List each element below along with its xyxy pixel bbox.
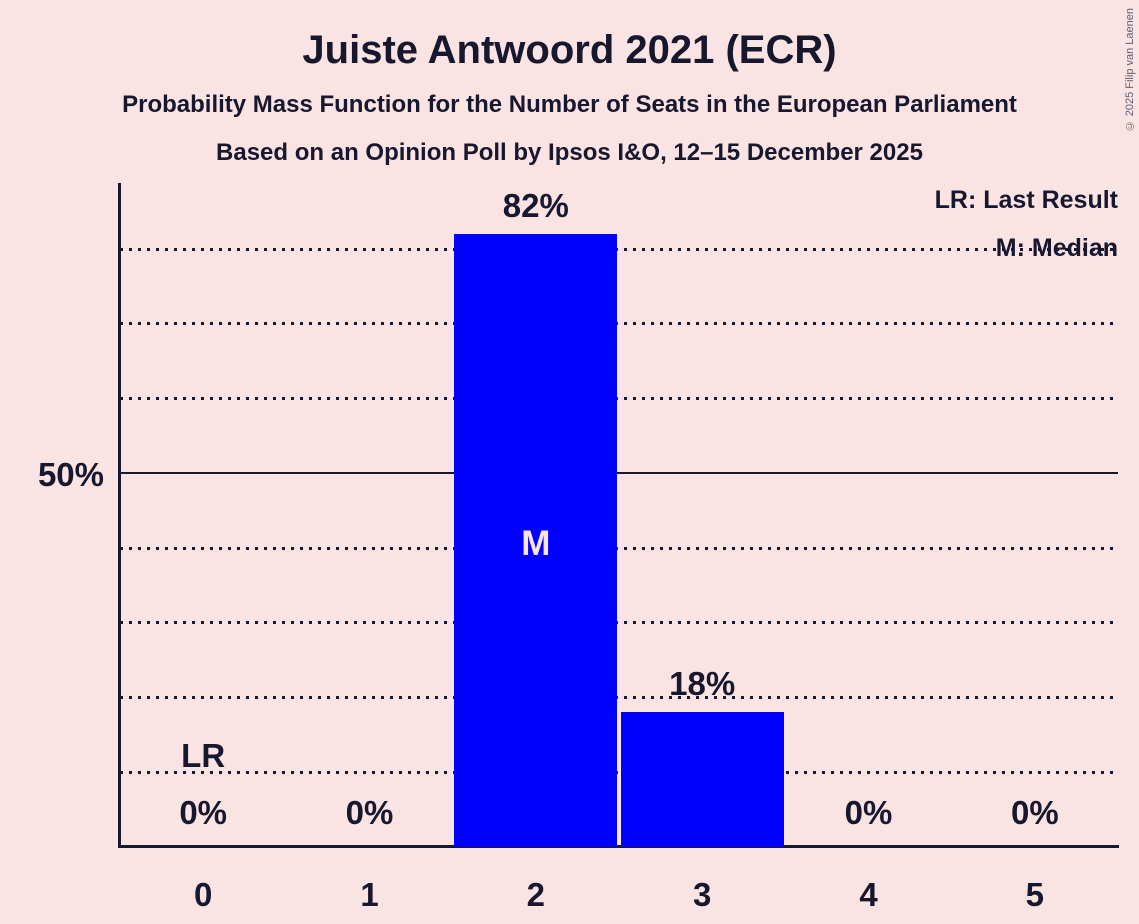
bar-seats-3 xyxy=(620,712,784,847)
y-axis-tick-label: 50% xyxy=(37,456,104,493)
gridline-70pct xyxy=(120,322,1118,326)
value-label-seats-0: 0% xyxy=(179,794,228,831)
chart-title: Juiste Antwoord 2021 (ECR) xyxy=(302,28,837,72)
category-label-2: 2 xyxy=(526,876,545,913)
chart-source-line: Based on an Opinion Poll by Ipsos I&O, 1… xyxy=(216,139,923,166)
value-label-seats-1: 0% xyxy=(345,794,394,831)
gridline-50pct-solid xyxy=(120,472,1118,475)
y-axis-line xyxy=(118,183,121,848)
gridline-60pct xyxy=(120,397,1118,400)
value-label-seats-5: 0% xyxy=(1010,794,1059,831)
category-label-0: 0 xyxy=(193,876,213,913)
category-label-1: 1 xyxy=(360,876,379,913)
legend-last-result: LR: Last Result xyxy=(934,186,1118,214)
value-label-seats-2: 82% xyxy=(502,187,569,225)
category-label-3: 3 xyxy=(692,876,712,913)
category-label-5: 5 xyxy=(1025,876,1044,913)
gridline-10pct xyxy=(120,770,1118,774)
category-label-4: 4 xyxy=(859,876,878,913)
median-marker: M xyxy=(521,524,551,563)
x-axis-line xyxy=(118,845,1119,848)
gridline-30pct xyxy=(120,621,1118,625)
value-label-seats-4: 0% xyxy=(844,794,893,831)
gridline-80pct xyxy=(120,247,1118,251)
gridline-20pct xyxy=(120,696,1118,699)
chart-subtitle: Probability Mass Function for the Number… xyxy=(122,91,1017,118)
value-label-seats-3: 18% xyxy=(669,665,736,703)
copyright-notice: © 2025 Filip van Laenen xyxy=(1124,8,1136,132)
last-result-marker: LR xyxy=(181,737,226,774)
gridline-40pct xyxy=(120,546,1118,550)
bar-seats-2 xyxy=(454,234,618,847)
